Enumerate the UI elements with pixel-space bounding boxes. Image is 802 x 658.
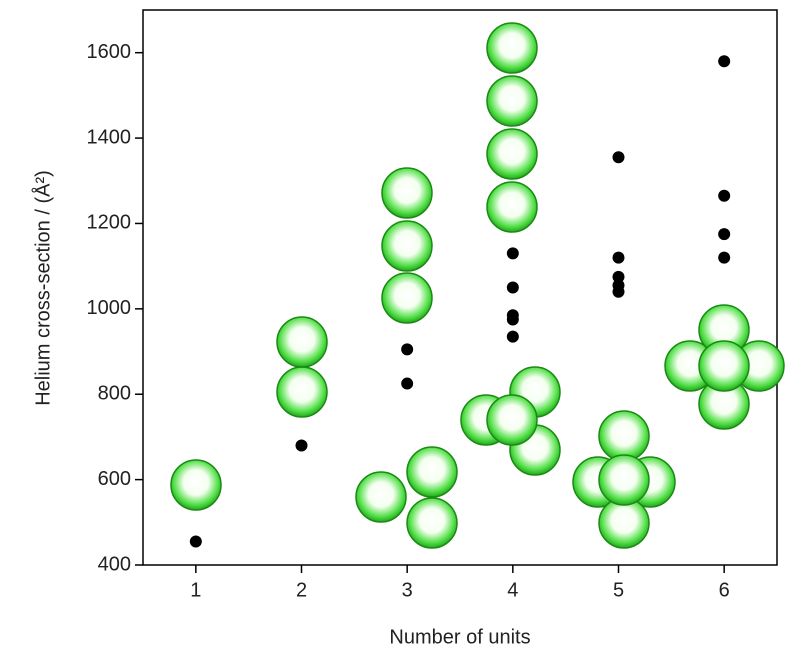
y-tick-label: 1000 — [87, 297, 132, 319]
y-tick-label: 1600 — [87, 41, 132, 63]
data-point — [506, 330, 519, 343]
y-tick-label: 1200 — [87, 212, 132, 234]
data-point — [295, 439, 308, 452]
x-tick-label: 3 — [402, 579, 413, 601]
data-point — [718, 251, 731, 264]
data-point — [718, 55, 731, 68]
data-point — [612, 285, 625, 298]
data-point — [506, 247, 519, 260]
data-point — [401, 377, 414, 390]
y-tick-label: 400 — [98, 553, 131, 575]
y-tick-label: 600 — [98, 468, 131, 490]
data-point — [612, 251, 625, 264]
x-tick-label: 2 — [296, 579, 307, 601]
x-tick-label: 4 — [507, 579, 518, 601]
data-point — [506, 281, 519, 294]
x-tick-label: 1 — [190, 579, 201, 601]
y-axis-label: Helium cross-section / (Å²) — [31, 170, 54, 406]
data-point — [718, 189, 731, 202]
y-tick-label: 1400 — [87, 126, 132, 148]
data-point — [189, 535, 202, 548]
data-point — [506, 313, 519, 326]
data-point — [718, 228, 731, 241]
data-point — [612, 151, 625, 164]
x-axis-label: Number of units — [389, 626, 530, 648]
data-point — [401, 343, 414, 356]
y-tick-label: 800 — [98, 383, 131, 405]
x-tick-label: 6 — [719, 579, 730, 601]
sphere-illustrations — [170, 22, 785, 549]
plot-frame — [142, 9, 778, 566]
data-point — [612, 270, 625, 283]
x-tick-label: 5 — [613, 579, 624, 601]
